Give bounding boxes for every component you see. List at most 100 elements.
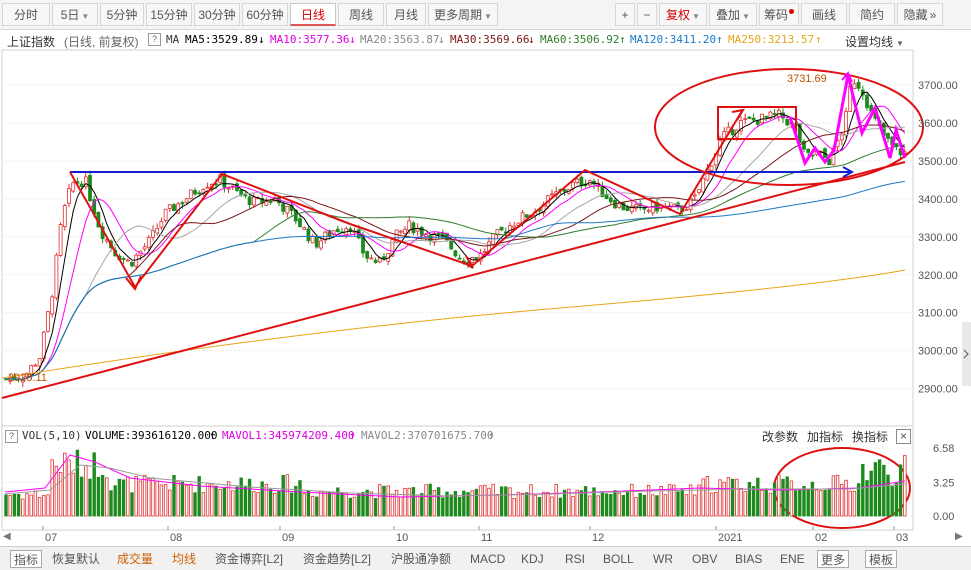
indicator-tab[interactable]: ENE — [780, 552, 805, 566]
tab-5min[interactable]: 5分钟 — [100, 3, 144, 26]
fuquan-dropdown[interactable]: 复权 ▼ — [659, 3, 707, 26]
candle-body — [361, 235, 365, 254]
arrow-up-icon: ↑ — [349, 429, 356, 442]
mavol2-value: MAVOL2:370701675.700 — [361, 429, 494, 442]
volume-bar — [84, 464, 88, 517]
price-tick-label: 2900.00 — [918, 384, 958, 396]
hide-button[interactable]: 隐藏» — [897, 3, 943, 26]
indicator-tab[interactable]: KDJ — [521, 552, 544, 566]
tab-weekly[interactable]: 周线 — [338, 3, 384, 26]
volume-bar — [562, 489, 567, 517]
volume-bar — [256, 491, 260, 517]
tab-more-periods[interactable]: 更多周期 ▼ — [428, 3, 498, 26]
help-icon[interactable]: ? — [148, 33, 161, 46]
tab-60min[interactable]: 60分钟 — [242, 3, 288, 26]
indicator-tab[interactable]: 沪股通净额 — [391, 552, 452, 566]
volume-bar — [155, 480, 159, 517]
volume-bar — [466, 492, 470, 517]
volume-bar — [218, 488, 222, 517]
tab-fenshi[interactable]: 分时 — [2, 3, 50, 26]
indicator-tab[interactable]: BIAS — [735, 552, 763, 566]
time-tick-label: 03 — [896, 532, 908, 544]
change-params-button[interactable]: 改参数 — [762, 430, 799, 444]
volume-bar — [709, 492, 714, 517]
candle-body — [226, 187, 231, 190]
chip-button[interactable]: 筹码 — [759, 3, 799, 26]
tab-monthly[interactable]: 月线 — [386, 3, 426, 26]
indicator-tab[interactable]: 资金博弈[L2] — [215, 552, 284, 566]
zoom-in-button[interactable]: + — [615, 3, 635, 26]
volume-bar — [751, 486, 756, 517]
highlight-ellipse-price — [654, 68, 924, 186]
zoom-out-button[interactable]: − — [637, 3, 657, 26]
candle-body — [482, 250, 487, 253]
scroll-left-icon[interactable]: ◀ — [3, 531, 11, 542]
volume-bar — [819, 490, 823, 517]
volume-bar — [625, 491, 630, 517]
overlay-dropdown[interactable]: 叠加 ▼ — [709, 3, 757, 26]
candle-body — [125, 259, 130, 262]
tab-30min[interactable]: 30分钟 — [194, 3, 240, 26]
volume-bar — [277, 491, 281, 517]
candle-body — [184, 198, 189, 203]
volume-bar — [730, 478, 735, 517]
volume-bar — [126, 476, 130, 517]
volume-bar — [541, 491, 546, 517]
indicator-tab[interactable]: 均线 — [172, 552, 197, 566]
timeline-scrollbar[interactable]: ◀ ▶ — [0, 530, 971, 546]
volume-bar — [298, 480, 302, 517]
indicator-tab[interactable]: 模板 — [865, 550, 898, 568]
candle-body — [247, 196, 252, 206]
volume-bar — [621, 494, 626, 517]
tab-5day[interactable]: 5日 ▼ — [52, 3, 98, 26]
candle-body — [54, 254, 59, 299]
candle-body — [865, 94, 869, 109]
volume-bar — [42, 495, 46, 517]
candle-body — [474, 257, 479, 260]
indicator-tab[interactable]: 恢复默认 — [52, 552, 101, 566]
candle-body — [772, 112, 777, 115]
tab-daily[interactable]: 日线 — [290, 3, 336, 26]
switch-indicator-button[interactable]: 换指标 — [852, 430, 889, 444]
add-indicator-button[interactable]: 加指标 — [807, 430, 844, 444]
volume-bar — [4, 494, 8, 517]
volume-bar — [495, 493, 500, 517]
tab-15min[interactable]: 15分钟 — [146, 3, 192, 26]
simple-mode-button[interactable]: 简约 — [849, 3, 895, 26]
ma-settings-dropdown[interactable]: 设置均线 ▼ — [845, 35, 904, 49]
indicator-tab[interactable]: RSI — [565, 552, 586, 566]
volume-bar — [58, 472, 63, 517]
candle-body — [575, 178, 580, 183]
volume-bar — [642, 494, 647, 517]
indicator-tab[interactable]: 资金趋势[L2] — [303, 552, 372, 566]
ma30-value: MA30:3569.66 — [450, 33, 530, 46]
indicator-tab[interactable]: MACD — [470, 552, 506, 566]
volume-bar — [571, 496, 575, 517]
indicator-tab[interactable]: WR — [653, 552, 673, 566]
indicator-tab[interactable]: BOLL — [603, 552, 634, 566]
volume-bar — [739, 488, 743, 517]
candle-body — [205, 186, 210, 189]
close-icon[interactable]: × — [896, 429, 911, 444]
volume-help-icon[interactable]: ? — [5, 430, 18, 443]
volume-bar — [529, 484, 533, 517]
chart-mode: (日线, 前复权) — [64, 35, 139, 49]
candle-body — [298, 218, 302, 228]
candle-body — [650, 202, 655, 214]
volume-bar — [810, 481, 815, 517]
indicator-tab[interactable]: 指标 — [10, 550, 43, 568]
scroll-right-icon[interactable]: ▶ — [955, 531, 963, 542]
mavol1-value: MAVOL1:345974209.400 — [222, 429, 355, 442]
volume-bar — [340, 492, 344, 517]
indicator-tab[interactable]: 成交量 — [117, 552, 154, 566]
candle-body — [562, 189, 567, 192]
volume-bar — [651, 494, 655, 517]
candle-body — [369, 257, 374, 260]
chevron-down-icon: ▼ — [896, 39, 904, 48]
indicator-tab[interactable]: OBV — [692, 552, 718, 566]
draw-line-button[interactable]: 画线 — [801, 3, 847, 26]
right-edge-expand-icon[interactable] — [962, 322, 971, 386]
candle-body — [550, 193, 554, 196]
indicator-tab[interactable]: 更多 — [817, 550, 850, 568]
